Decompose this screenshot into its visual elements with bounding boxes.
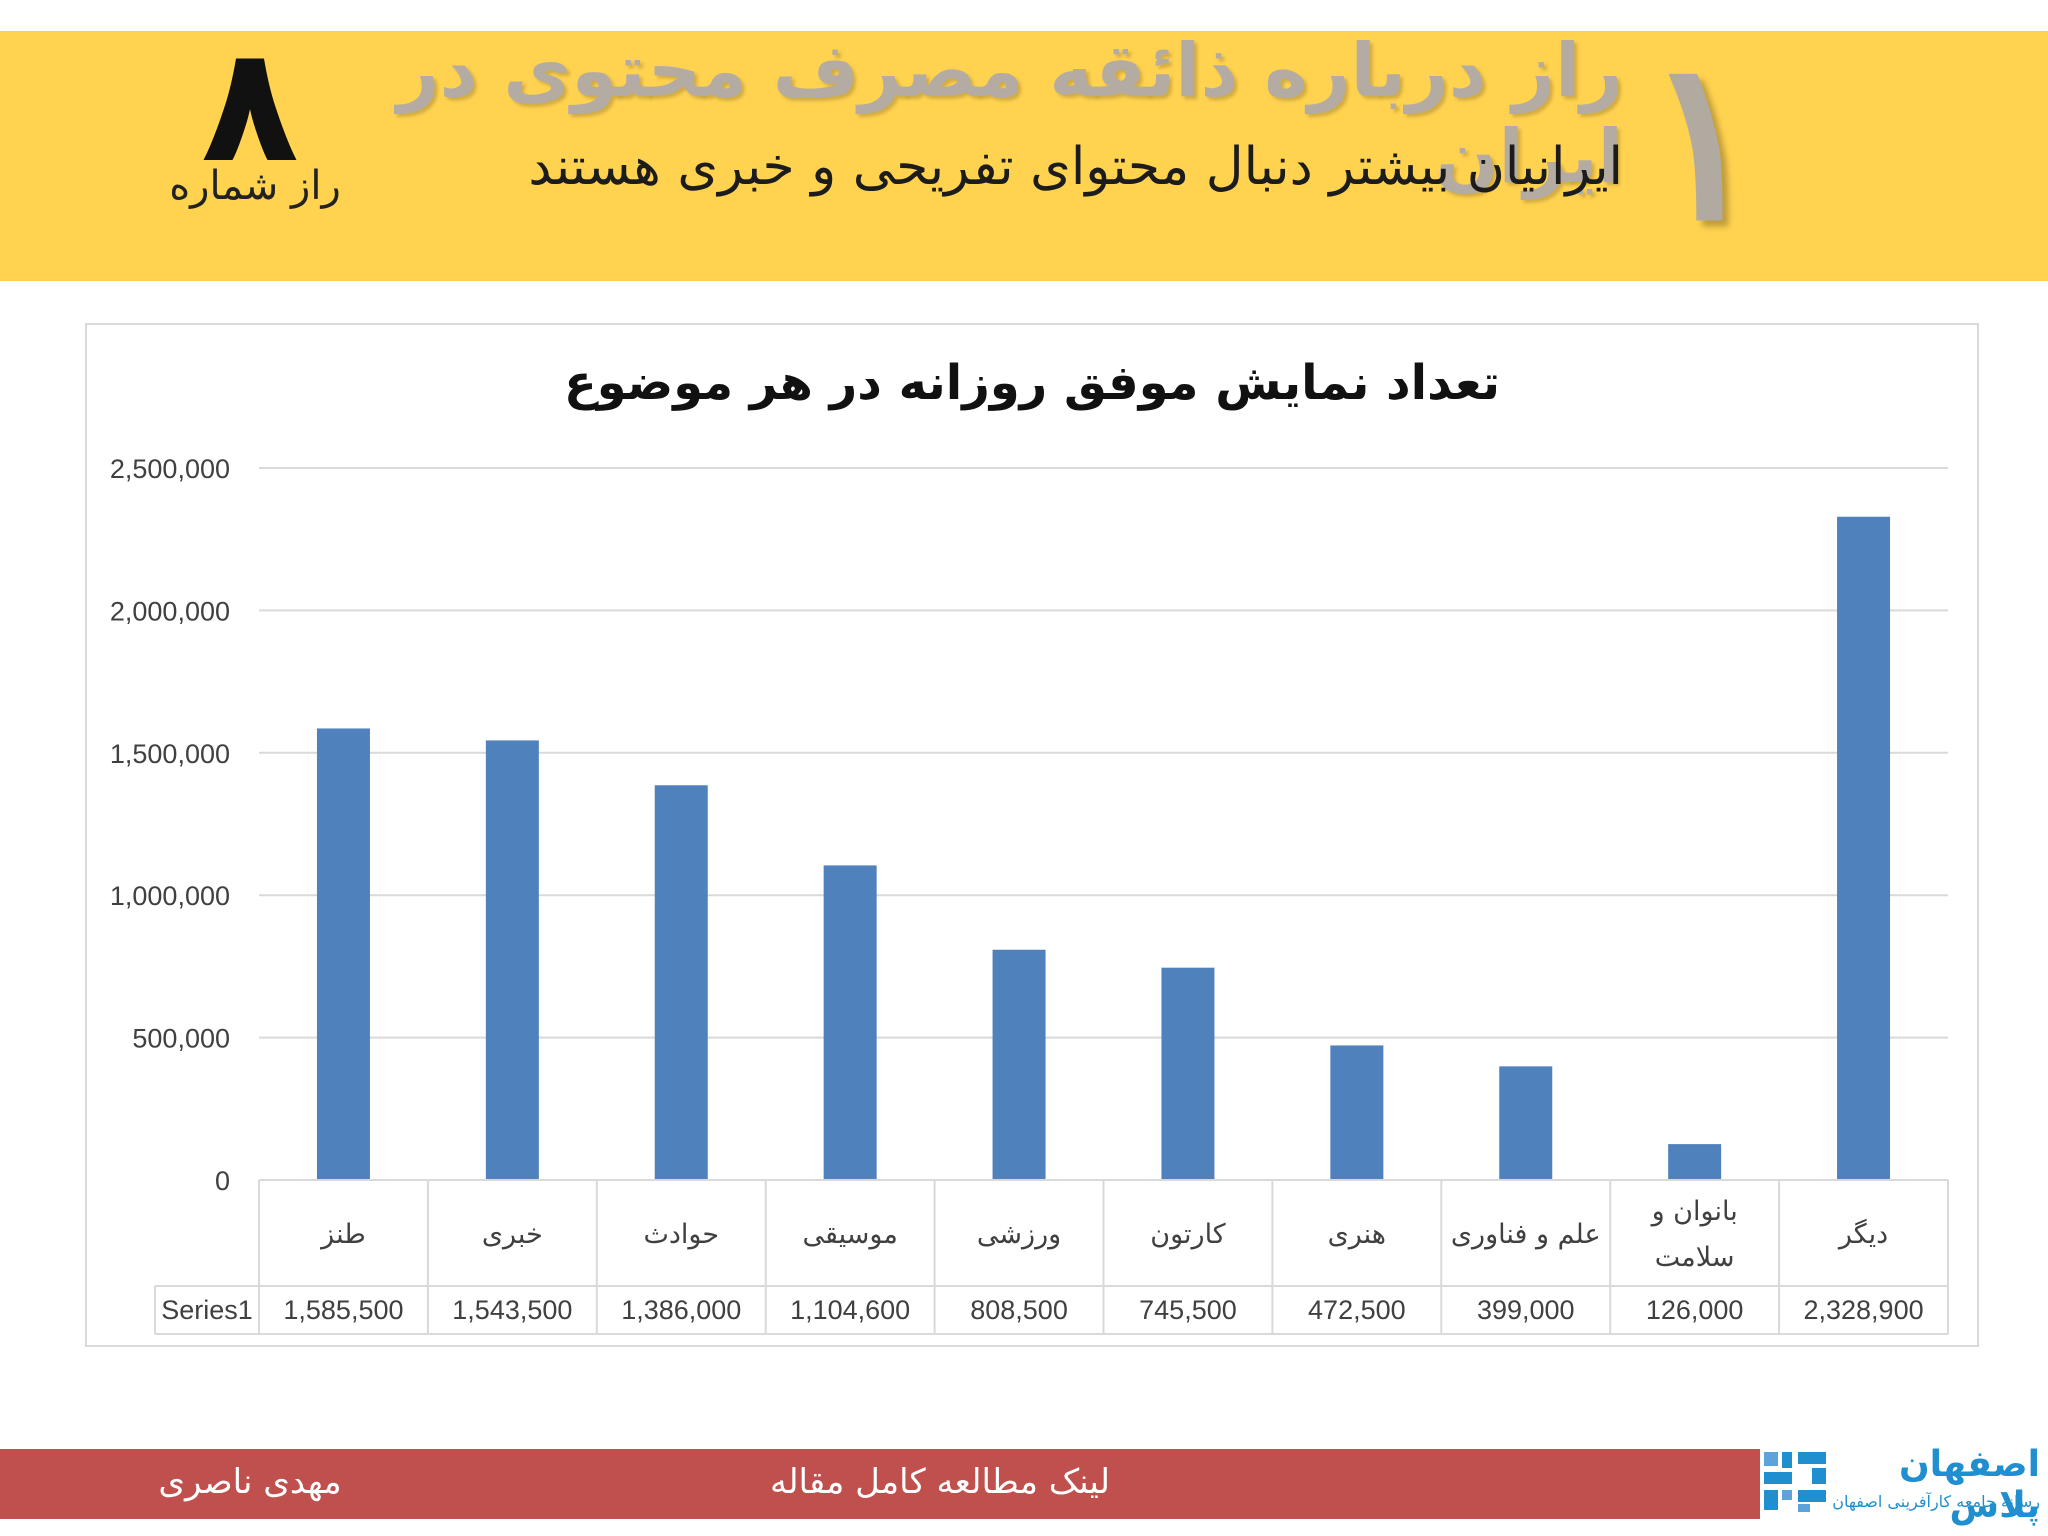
isfahan-plus-logo-icon xyxy=(1764,1452,1826,1512)
bar xyxy=(485,740,539,1180)
category-label: حوادث xyxy=(643,1219,719,1250)
data-value-label: 2,328,900 xyxy=(1803,1295,1923,1325)
data-value-label: 745,500 xyxy=(1139,1295,1237,1325)
subtitle: ایرانیان بیشتر دنبال محتوای تفریحی و خبر… xyxy=(528,137,1623,197)
y-tick-label: 500,000 xyxy=(132,1024,230,1054)
bar xyxy=(992,949,1046,1180)
bar xyxy=(1837,516,1891,1180)
data-value-label: 472,500 xyxy=(1308,1295,1406,1325)
bar xyxy=(654,785,708,1180)
y-tick-label: 1,500,000 xyxy=(110,739,230,769)
data-value-label: 1,386,000 xyxy=(621,1295,741,1325)
logo-name: اصفهان پلاس xyxy=(1898,1444,2040,1526)
bar xyxy=(316,728,370,1180)
footer-author: مهدی ناصری xyxy=(158,1462,342,1502)
chart-title: تعداد نمایش موفق روزانه در هر موضوع xyxy=(564,355,1500,411)
footer-bar xyxy=(0,1449,1760,1519)
header-banner xyxy=(0,31,2048,281)
category-label: کارتون xyxy=(1150,1219,1226,1250)
article-link[interactable]: لینک مطالعه کامل مقاله xyxy=(769,1462,1111,1502)
series-label: Series1 xyxy=(161,1295,253,1325)
logo-tagline: رسانه جامعه کارآفرینی اصفهان xyxy=(1832,1492,2040,1511)
bar xyxy=(1161,967,1215,1180)
secret-number: ۱ xyxy=(1643,10,1763,269)
category-label: ورزشی xyxy=(977,1219,1061,1250)
main-title: راز درباره ذائقه مصرف محتوی در ایران xyxy=(397,28,1623,200)
y-tick-label: 2,000,000 xyxy=(110,596,230,626)
category-label: دیگر xyxy=(1837,1218,1888,1250)
bar xyxy=(1499,1066,1553,1180)
bar xyxy=(1668,1144,1722,1180)
data-value-label: 126,000 xyxy=(1646,1295,1744,1325)
category-label: بانوان و سلامت xyxy=(1650,1196,1738,1273)
category-label: موسیقی xyxy=(802,1219,897,1250)
series-total-number: ۸ xyxy=(201,11,299,198)
data-value-label: 1,585,500 xyxy=(283,1295,403,1325)
y-tick-label: 0 xyxy=(215,1166,230,1196)
data-value-label: 808,500 xyxy=(970,1295,1068,1325)
data-value-label: 1,104,600 xyxy=(790,1295,910,1325)
category-label: هنری xyxy=(1328,1219,1386,1250)
category-label: طنز xyxy=(319,1219,366,1250)
bar xyxy=(823,865,877,1180)
y-tick-label: 2,500,000 xyxy=(110,454,230,484)
y-tick-label: 1,000,000 xyxy=(110,881,230,911)
category-label: خبری xyxy=(482,1219,543,1250)
data-value-label: 399,000 xyxy=(1477,1295,1575,1325)
bar xyxy=(1330,1045,1384,1180)
data-value-label: 1,543,500 xyxy=(452,1295,572,1325)
secret-label: راز شماره xyxy=(169,163,341,209)
category-label: علم و فناوری xyxy=(1451,1219,1601,1250)
